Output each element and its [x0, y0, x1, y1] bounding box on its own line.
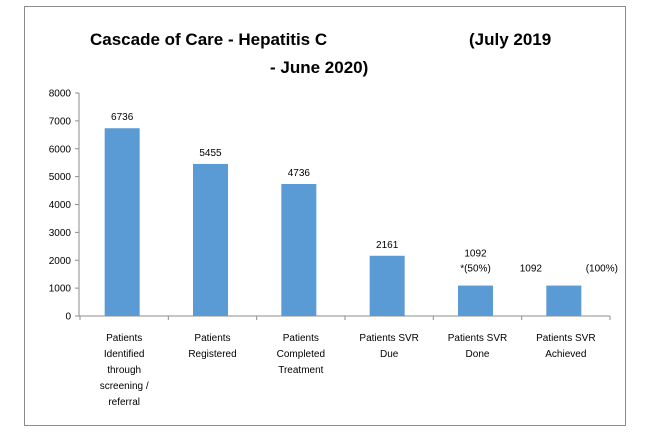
x-category-label: through [107, 365, 141, 376]
y-tick-label: 3000 [49, 228, 72, 239]
data-label: 1092 [464, 249, 487, 260]
x-category-label: Due [380, 349, 399, 360]
bar [281, 183, 317, 316]
data-label: 5455 [199, 148, 222, 159]
x-category-label: Completed [277, 349, 325, 360]
x-category-label: Patients [283, 333, 319, 344]
bar [193, 163, 228, 316]
chart-subtitle-date-end: - June 2020) [270, 58, 369, 77]
x-category-label: Patients [194, 333, 230, 344]
data-label-percent: *(50%) [460, 264, 491, 275]
data-label: 4736 [288, 168, 311, 179]
bar [104, 128, 140, 316]
x-category-label: Patients [106, 333, 142, 344]
data-label: 6736 [111, 112, 134, 123]
x-category-label: Patients SVR [536, 333, 595, 344]
y-tick-label: 1000 [49, 284, 72, 295]
bar [546, 285, 582, 316]
x-category-label: Registered [188, 349, 236, 360]
chart-subtitle-date-start: (July 2019 [469, 30, 552, 49]
data-label: 2161 [376, 240, 399, 251]
chart-title: Cascade of Care - Hepatitis C [90, 30, 328, 49]
x-category-label: Treatment [278, 365, 323, 376]
x-category-label: Patients SVR [359, 333, 418, 344]
bar [458, 285, 493, 316]
y-tick-label: 6000 [49, 144, 72, 155]
y-tick-label: 8000 [49, 89, 72, 100]
data-label: 1092 [520, 264, 543, 275]
y-tick-label: 5000 [49, 172, 72, 183]
bar [369, 255, 405, 316]
x-category-label: referral [108, 397, 140, 408]
x-category-label: Patients SVR [448, 333, 507, 344]
x-category-label: Achieved [545, 349, 586, 360]
data-label-percent: (100%) [586, 264, 618, 275]
y-tick-label: 7000 [49, 116, 72, 127]
y-tick-label: 4000 [49, 200, 72, 211]
y-tick-label: 2000 [49, 256, 72, 267]
x-category-label: Done [466, 349, 490, 360]
x-category-label: screening / [100, 381, 149, 392]
x-category-label: Identified [104, 349, 145, 360]
y-tick-label: 0 [65, 312, 71, 323]
